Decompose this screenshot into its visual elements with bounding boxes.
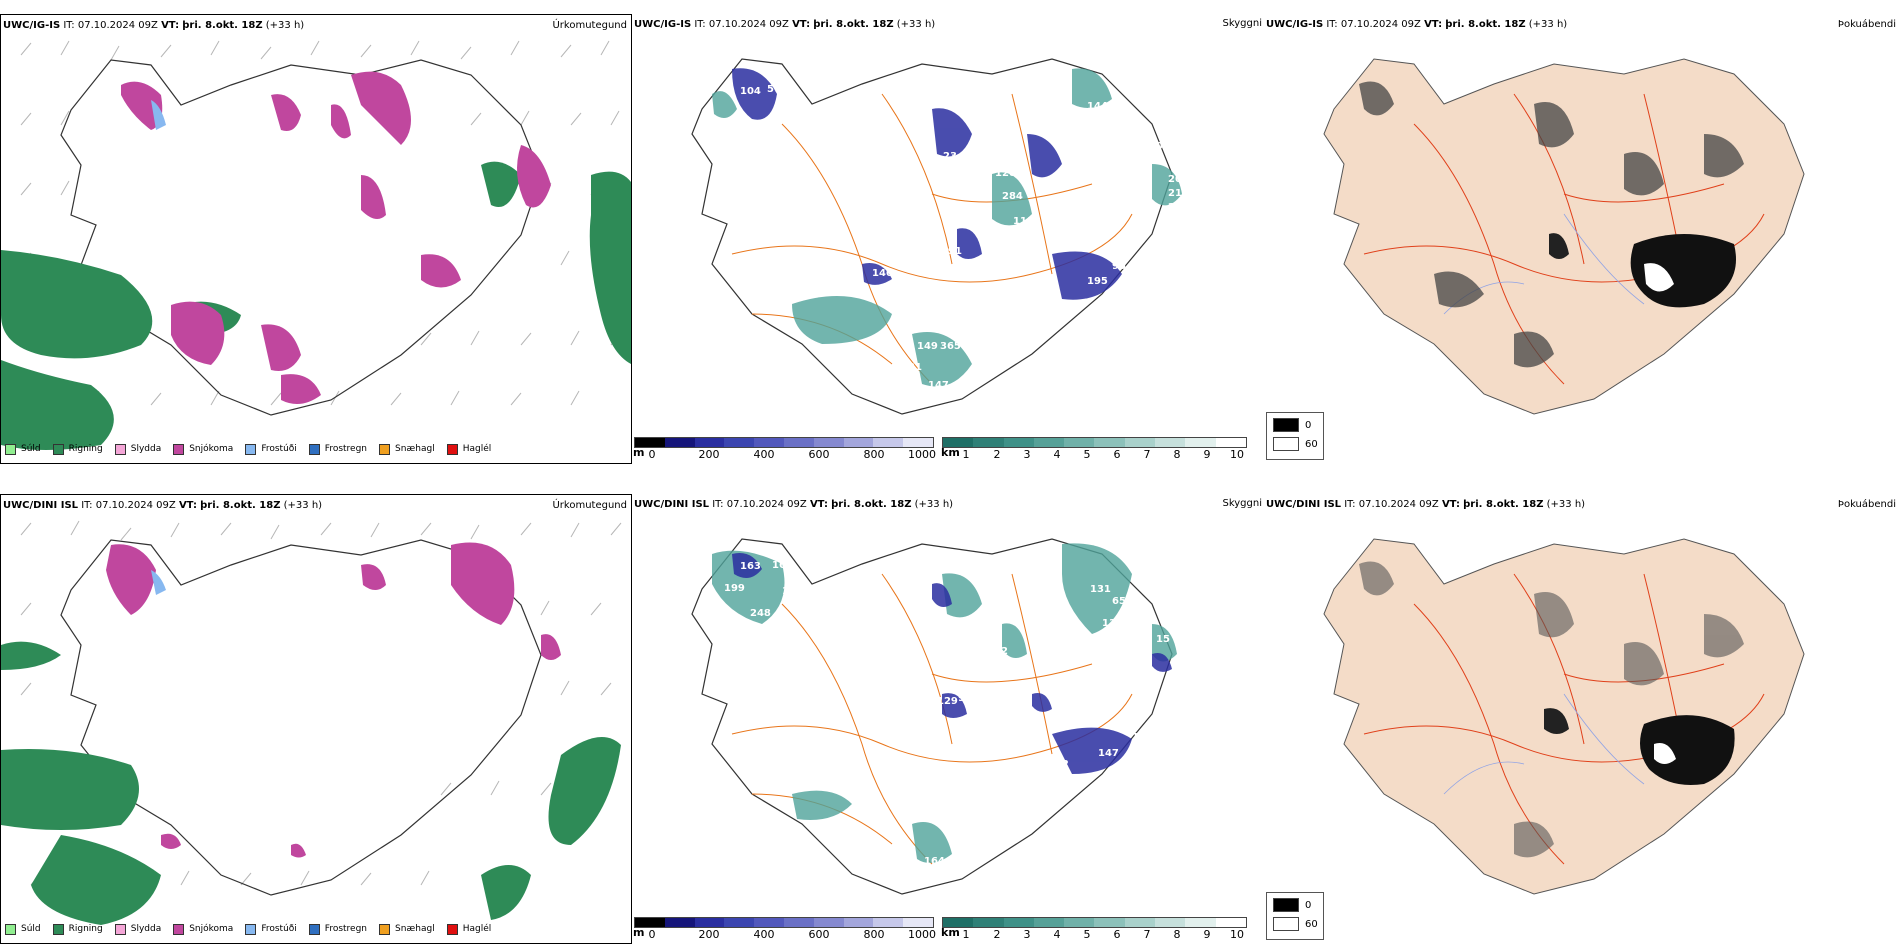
vis-label: 132 (1048, 759, 1069, 770)
vis-label: 125 (1132, 732, 1153, 743)
legend-item: Súld (5, 441, 41, 457)
legend-item: Snæhagl (379, 921, 435, 937)
product-name: Þokuábendi (1837, 19, 1896, 30)
legend-item: Snæhagl (379, 441, 435, 457)
vis-label: 129 (937, 696, 958, 707)
vis-label: 284 (1002, 191, 1023, 202)
vis-label: 95 (1112, 261, 1126, 272)
iceland-outline (60, 59, 542, 416)
panel-title: UWC/DINI ISL IT: 07.10.2024 09Z VT: þri.… (3, 500, 323, 511)
vis-label: 365 (940, 341, 961, 352)
legend-item: Súld (5, 921, 41, 937)
legend-item: Frostúði (245, 921, 297, 937)
vis-label: 23 (943, 151, 957, 162)
vis-label: 12 (994, 646, 1008, 657)
product-name: Úrkomutegund (552, 20, 627, 31)
visibility-scale: km 1 2 3 4 5 6 7 8 9 10 (941, 437, 1247, 461)
precip-panel-bottom: UWC/DINI ISL IT: 07.10.2024 09Z VT: þri.… (0, 494, 632, 944)
legend-item: Frostúði (245, 441, 297, 457)
vis-label: 11 (907, 868, 921, 879)
vis-label: 104 (740, 86, 761, 97)
panel-title: UWC/DINI ISL IT: 07.10.2024 09Z VT: þri.… (1266, 499, 1586, 510)
legend-item: Slydda (114, 441, 161, 457)
legend-item: Frostregn (308, 921, 367, 937)
product-name: Þokuábendi (1837, 499, 1896, 510)
precip-type-legend: Súld Rigning Slydda Snjókoma Frostúði Fr… (5, 441, 503, 457)
visibility-panel-top: 104 57 144 100 23 20 120 241 204 216 229… (632, 14, 1264, 464)
visibility-map-top: 104 57 144 100 23 20 120 241 204 216 229… (691, 58, 1198, 415)
panel-title: UWC/IG-IS IT: 07.10.2024 09Z VT: þri. 8.… (1266, 19, 1568, 30)
fog-map-top (1323, 58, 1805, 415)
legend-item: Rigning (52, 921, 103, 937)
vis-label: 147 (1098, 748, 1119, 759)
vis-label: 97 (1030, 261, 1044, 272)
panel-title: UWC/IG-IS IT: 07.10.2024 09Z VT: þri. 8.… (634, 19, 936, 30)
vis-label: 95 (958, 693, 972, 704)
legend-item: Haglél (446, 441, 491, 457)
legend-item: Snjókoma (173, 441, 233, 457)
visibility-scale: km 1 2 3 4 5 6 7 8 9 10 (941, 917, 1247, 941)
vis-label: 146 (872, 268, 893, 279)
legend-item: Slydda (114, 921, 161, 937)
vis-label: 149 (917, 341, 938, 352)
precip-panel-top: UWC/IG-IS IT: 07.10.2024 09Z VT: þri. 8.… (0, 14, 632, 464)
vis-label: 204 (1168, 174, 1189, 185)
legend-item: Snjókoma (173, 921, 233, 937)
vis-label: 120 (995, 168, 1016, 179)
legend-item: Frostregn (308, 441, 367, 457)
cloud-legend-bottom: 0 60 (1266, 892, 1324, 940)
height-scale: m 0 200 400 600 800 1000 (633, 917, 936, 941)
legend-item: Rigning (52, 441, 103, 457)
vis-label: 132 (1017, 281, 1038, 292)
precip-map-bottom (1, 520, 622, 925)
vis-label: 248 (750, 608, 771, 619)
vis-label: 164 (924, 856, 945, 867)
vis-label: 216 (1168, 188, 1189, 199)
vis-label: 16 (772, 560, 786, 571)
vis-label: 57 (767, 84, 781, 95)
vis-label: 15 (1156, 634, 1170, 645)
vis-label: 158 (904, 384, 925, 395)
vis-label: 195 (1087, 276, 1108, 287)
vis-label: 199 (724, 583, 745, 594)
panel-title: UWC/DINI ISL IT: 07.10.2024 09Z VT: þri.… (634, 499, 954, 510)
vis-label: 229 (1168, 202, 1189, 213)
fog-panel-top: UWC/IG-IS IT: 07.10.2024 09Z VT: þri. 8.… (1264, 14, 1900, 464)
vis-label: 111 (1013, 216, 1034, 227)
cloud-legend-top: 0 60 (1266, 412, 1324, 460)
vis-label: 241 (1177, 161, 1198, 172)
panel-title: UWC/IG-IS IT: 07.10.2024 09Z VT: þri. 8.… (3, 20, 305, 31)
vis-label: 100 (1142, 141, 1163, 152)
visibility-map-bottom: 163 16 199 110 248 131 65 134 15 12 129 … (691, 538, 1177, 895)
vis-label: 134 (1102, 618, 1123, 629)
product-name: Úrkomutegund (552, 500, 627, 511)
fog-map-bottom (1323, 538, 1805, 895)
fog-panel-bottom: UWC/DINI ISL IT: 07.10.2024 09Z VT: þri.… (1264, 494, 1900, 944)
vis-label: 20 (969, 151, 983, 162)
vis-label: 163 (740, 561, 761, 572)
visibility-panel-bottom: 163 16 199 110 248 131 65 134 15 12 129 … (632, 494, 1264, 944)
vis-label: 110 (782, 586, 803, 597)
vis-label: 91 (948, 246, 962, 257)
precip-type-legend: Súld Rigning Slydda Snjókoma Frostúði Fr… (5, 921, 503, 937)
legend-item: Haglél (446, 921, 491, 937)
vis-label: 31 (908, 362, 922, 373)
vis-label: 65 (1112, 596, 1126, 607)
vis-label: 144 (1087, 101, 1108, 112)
height-scale: m 0 200 400 600 800 1000 (633, 437, 936, 461)
vis-label: 147 (928, 380, 949, 391)
vis-label: 131 (1090, 584, 1111, 595)
product-name: Skyggni (1222, 18, 1262, 29)
precip-map-top (1, 40, 631, 450)
product-name: Skyggni (1222, 498, 1262, 509)
